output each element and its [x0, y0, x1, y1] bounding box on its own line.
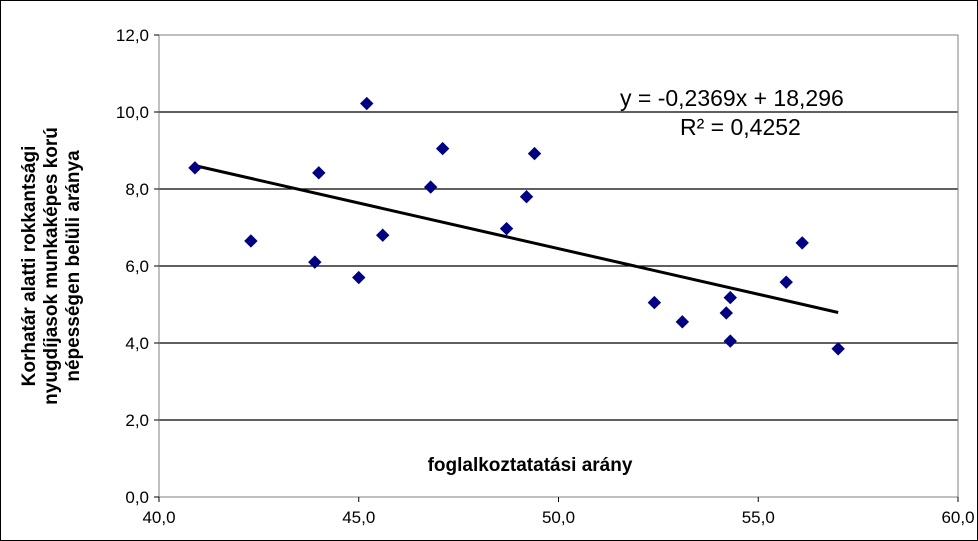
x-tick-label: 40,0: [142, 508, 175, 527]
x-tick-label: 60,0: [941, 508, 974, 527]
data-point: [312, 166, 326, 180]
data-point: [435, 141, 450, 156]
data-point: [719, 306, 733, 320]
y-tick-label: 2,0: [125, 411, 149, 430]
x-tick-label: 45,0: [342, 508, 375, 527]
data-point: [376, 228, 390, 242]
y-axis-title-line-1: Korhatár alatti rokkantsági: [19, 146, 40, 387]
trendline: [194, 164, 839, 314]
y-axis-title-line-3: népességen belüli aránya: [63, 150, 84, 382]
y-tick-label: 12,0: [116, 26, 149, 45]
x-tick-label: 50,0: [542, 508, 575, 527]
x-tick-label: 55,0: [742, 508, 775, 527]
y-tick-label: 10,0: [116, 103, 149, 122]
data-point: [795, 236, 809, 250]
data-point: [188, 161, 202, 175]
data-points: [188, 96, 845, 356]
data-point: [499, 221, 514, 236]
data-point: [675, 315, 690, 329]
data-point: [423, 180, 438, 194]
data-point: [244, 234, 258, 248]
gridlines: [159, 111, 958, 421]
y-tick-label: 0,0: [125, 488, 149, 507]
y-tick-label: 8,0: [125, 180, 149, 199]
data-point: [779, 275, 793, 289]
x-axis-ticks: 40,0 45,0 50,0 55,0 60,0: [142, 497, 975, 527]
y-axis-ticks: 0,0 2,0 4,0 6,0 8,0 10,0 12,0: [116, 26, 159, 507]
data-point: [352, 270, 366, 285]
data-point: [831, 342, 845, 356]
trendline-equation: y = -0,2369x + 18,296: [620, 85, 844, 111]
data-point: [308, 255, 322, 269]
data-point: [527, 146, 542, 161]
data-point: [360, 96, 374, 111]
data-point: [723, 290, 737, 305]
r-squared-label: R² = 0,4252: [680, 114, 801, 140]
data-point: [723, 334, 737, 348]
x-axis-title: foglalkoztatatási arány: [428, 455, 633, 476]
y-tick-label: 4,0: [125, 334, 149, 353]
data-point: [519, 189, 534, 204]
data-point: [647, 295, 662, 310]
y-tick-label: 6,0: [125, 257, 149, 276]
y-axis-title-line-2: nyugdíjasok munkaképes korú: [41, 127, 62, 405]
